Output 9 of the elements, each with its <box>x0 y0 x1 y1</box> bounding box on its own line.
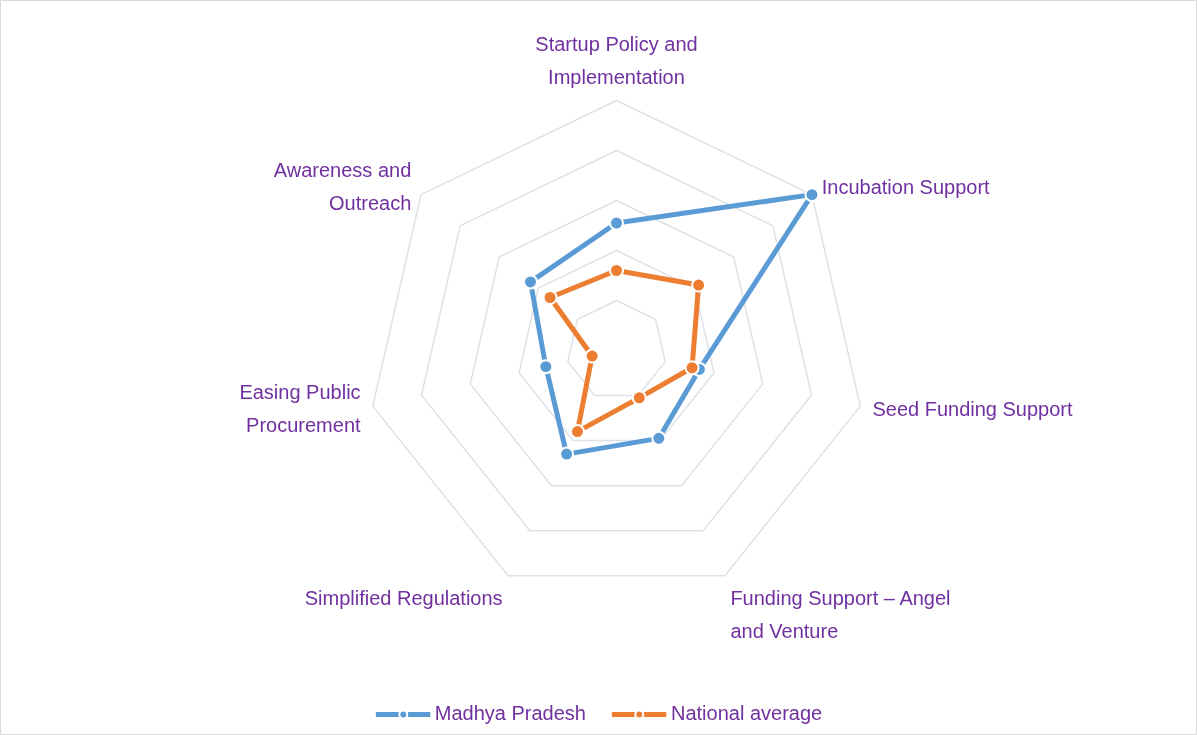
spoke-label: Awareness and Outreach <box>273 159 412 215</box>
spoke-label: Incubation Support <box>821 175 991 198</box>
spoke-label: Easing Public Procurement <box>239 381 362 437</box>
spoke-label: Seed Funding Support <box>872 397 1074 420</box>
spoke-label: Startup Policy and Implementation <box>535 33 698 88</box>
legend-label: Madhya Pradesh <box>434 702 586 725</box>
spoke-label: Simplified Regulations <box>304 587 503 609</box>
legend-label: National average <box>670 702 823 725</box>
spoke-label: Funding Support – Angel and Venture <box>730 587 951 642</box>
